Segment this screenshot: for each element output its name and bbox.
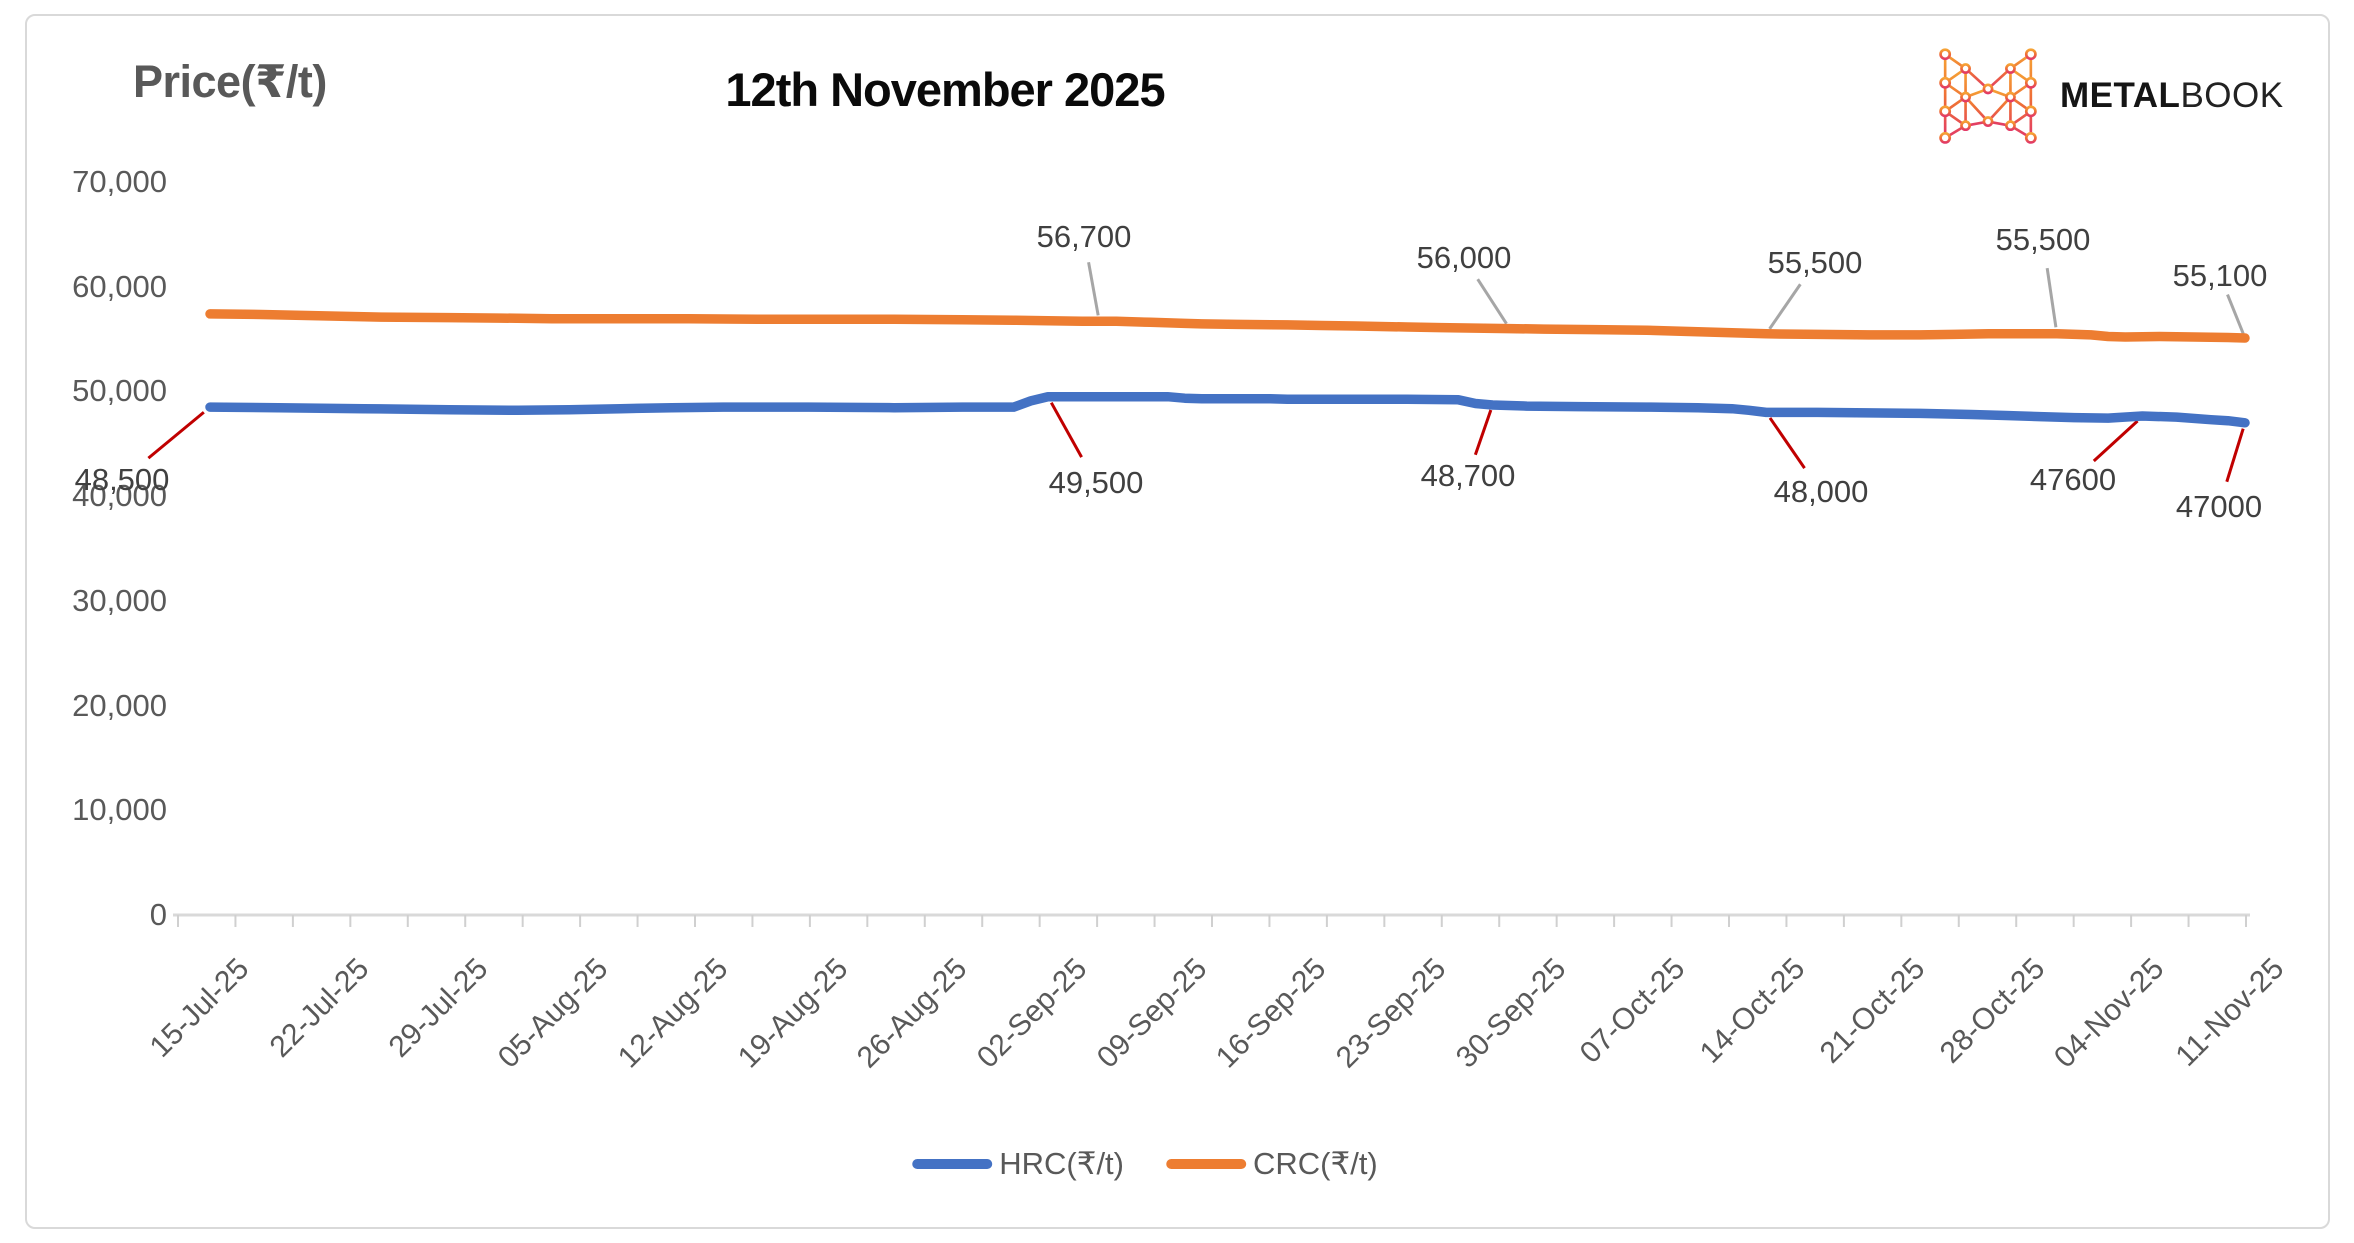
crc-legend-label: CRC(₹/t) bbox=[1253, 1146, 1378, 1181]
y-tick-label: 40,000 bbox=[72, 478, 167, 514]
card-border bbox=[25, 14, 2330, 1229]
annotation-label: 55,500 bbox=[1767, 245, 1863, 280]
crc-series-line bbox=[205, 309, 2250, 343]
annotation-label: 47000 bbox=[2175, 489, 2263, 524]
legend-item-hrc: HRC(₹/t) bbox=[912, 1146, 1124, 1182]
chart-title: 12th November 2025 bbox=[725, 63, 1165, 116]
annotation-label: 48,700 bbox=[1420, 458, 1516, 493]
metalbook-network-m-icon bbox=[1932, 42, 2044, 149]
annotation-leader-line bbox=[1768, 283, 1802, 330]
y-tick-label: 0 bbox=[149, 897, 167, 932]
hrc-series-line bbox=[205, 391, 2250, 428]
annotation-leader-line bbox=[1087, 262, 1100, 316]
metalbook-wordmark: METALBOOK bbox=[2060, 76, 2284, 116]
annotation-leader-line bbox=[1476, 278, 1508, 325]
y-tick-label: 30,000 bbox=[72, 582, 167, 618]
y-axis-title: Price(₹/t) bbox=[133, 56, 327, 107]
logo-text-book: BOOK bbox=[2180, 75, 2284, 115]
y-tick-label: 70,000 bbox=[72, 164, 167, 199]
hrc-legend-label: HRC(₹/t) bbox=[999, 1146, 1124, 1181]
y-tick-label: 50,000 bbox=[72, 373, 167, 409]
annotation-leader-line bbox=[2225, 428, 2245, 483]
legend-item-crc: CRC(₹/t) bbox=[1166, 1146, 1378, 1182]
crc-legend-swatch bbox=[1166, 1159, 1246, 1169]
hrc-legend-swatch bbox=[912, 1159, 993, 1169]
annotation-label: 56,700 bbox=[1036, 219, 1132, 254]
annotation-label: 48,500 bbox=[74, 462, 170, 497]
annotation-label: 55,100 bbox=[2172, 258, 2268, 293]
annotation-label: 55,500 bbox=[1995, 222, 2091, 257]
annotation-leader-line bbox=[2226, 294, 2245, 335]
annotation-leader-line bbox=[2045, 267, 2058, 328]
annotation-label: 56,000 bbox=[1416, 240, 1512, 275]
annotation-leader-line bbox=[2092, 419, 2139, 463]
annotation-label: 48,000 bbox=[1773, 474, 1869, 509]
annotation-leader-line bbox=[1768, 417, 1806, 469]
metalbook-logo: METALBOOK bbox=[1932, 42, 2284, 149]
y-tick-label: 60,000 bbox=[72, 268, 167, 304]
annotation-leader-line bbox=[1473, 409, 1493, 456]
annotation-label: 47600 bbox=[2029, 462, 2117, 497]
annotation-label: 49,500 bbox=[1048, 465, 1144, 500]
y-tick-label: 10,000 bbox=[72, 792, 167, 828]
chart-legend: HRC(₹/t) CRC(₹/t) bbox=[912, 1146, 1378, 1182]
logo-text-metal: METAL bbox=[2060, 75, 2181, 115]
y-tick-label: 20,000 bbox=[72, 687, 167, 723]
annotation-leader-line bbox=[147, 411, 205, 460]
annotation-leader-line bbox=[1049, 401, 1083, 458]
